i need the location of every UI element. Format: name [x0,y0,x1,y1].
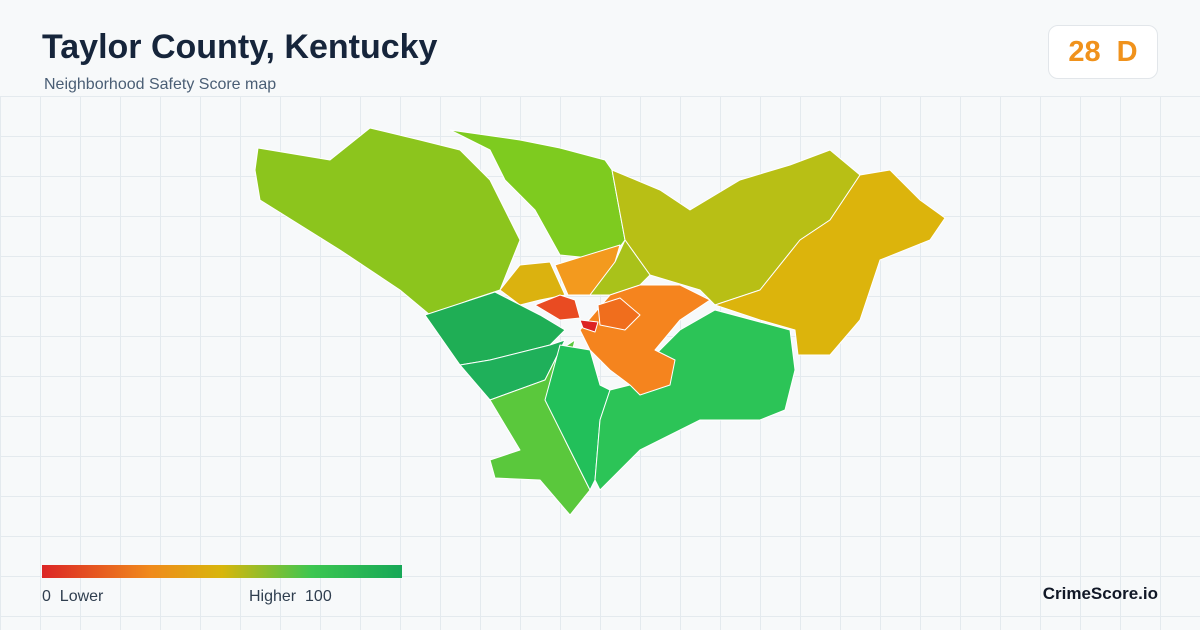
score-grade: D [1116,35,1138,68]
legend-low-label: Lower [59,588,104,605]
legend-max: 100 [305,588,332,605]
title: Taylor County, Kentucky [42,28,438,66]
region [254,127,521,316]
region [594,309,796,491]
legend-high-label: Higher [249,588,297,605]
subtitle: Neighborhood Safety Score map [44,76,277,93]
legend-low: 0 Lower [42,588,103,606]
legend-gradient [42,565,402,578]
brand: CrimeScore.io [1042,584,1158,603]
region [579,319,599,333]
region [534,294,581,321]
legend-min: 0 [42,588,51,605]
legend-high: Higher 100 [249,588,332,606]
score-badge: 28 D [1048,25,1158,79]
region [714,169,946,356]
score-value: 28 [1068,35,1101,68]
region [597,297,641,331]
